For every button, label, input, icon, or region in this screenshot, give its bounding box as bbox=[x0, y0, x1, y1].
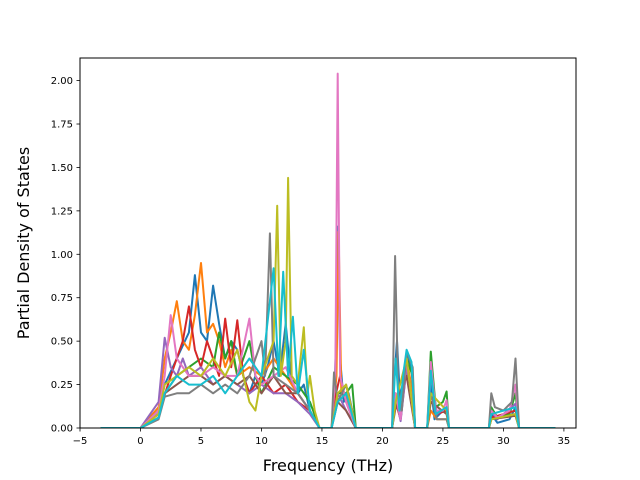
y-tick-label: 0.25 bbox=[51, 380, 73, 391]
x-tick-label: 30 bbox=[497, 436, 510, 447]
y-axis-label: Partial Density of States bbox=[14, 147, 33, 339]
plot-area bbox=[80, 58, 576, 428]
y-tick-label: 0.00 bbox=[51, 424, 73, 435]
y-tick-label: 1.75 bbox=[51, 120, 73, 131]
series-line-10 bbox=[100, 267, 556, 428]
y-tick-label: 0.75 bbox=[51, 293, 73, 304]
x-tick-label: 10 bbox=[255, 436, 268, 447]
plot-frame bbox=[79, 57, 577, 429]
y-tick-label: 1.25 bbox=[51, 206, 73, 217]
x-tick-label: 35 bbox=[558, 436, 571, 447]
x-axis: −5 0 5 10 15 20 25 30 35 bbox=[73, 428, 571, 447]
x-tick-label: −5 bbox=[73, 436, 88, 447]
series-layer bbox=[100, 72, 556, 428]
x-tick-label: 5 bbox=[198, 436, 204, 447]
y-tick-label: 1.00 bbox=[51, 250, 73, 261]
y-tick-label: 1.50 bbox=[51, 163, 73, 174]
y-axis: 0.00 0.25 0.50 0.75 1.00 1.25 1.50 1.75 2.00 bbox=[51, 76, 80, 435]
x-tick-label: 25 bbox=[437, 436, 450, 447]
x-tick-label: 0 bbox=[137, 436, 143, 447]
x-tick-label: 15 bbox=[316, 436, 329, 447]
y-tick-label: 2.00 bbox=[51, 76, 73, 87]
y-tick-label: 0.50 bbox=[51, 337, 73, 348]
x-tick-label: 20 bbox=[376, 436, 389, 447]
x-axis-label: Frequency (THz) bbox=[263, 456, 393, 475]
